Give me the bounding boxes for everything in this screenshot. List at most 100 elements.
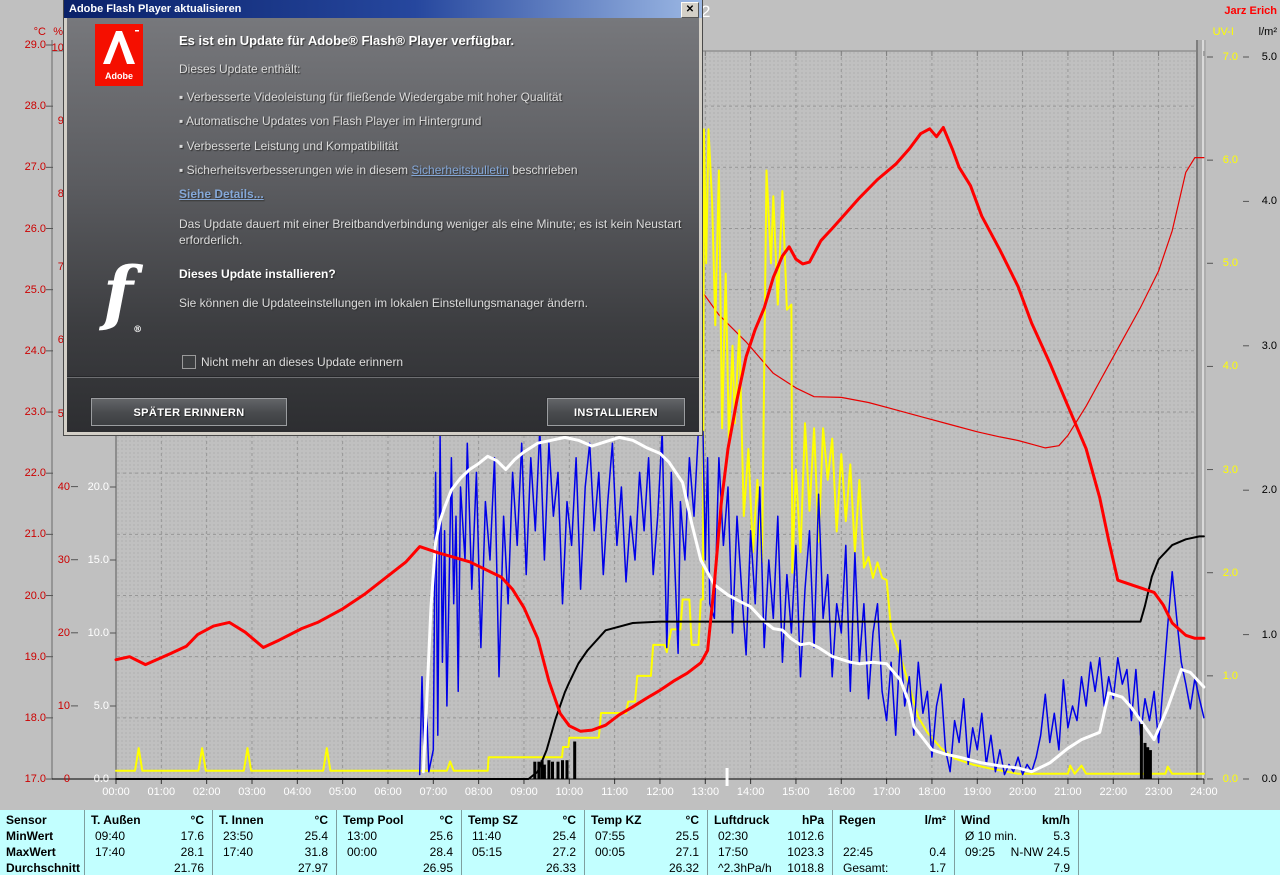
axis-tick-label: 18.0 [24, 711, 46, 724]
table-cell-row: ^2.3hPa/h 1018.8 [718, 861, 824, 875]
axis-tick-label: 28.0 [24, 100, 46, 113]
rain-rate-bar [1139, 724, 1143, 779]
axis-tick-label: 1.0 [1261, 628, 1277, 641]
rain-rate-bar [573, 741, 577, 779]
install-button[interactable]: INSTALLIEREN [547, 398, 685, 426]
axis-tick-label: 19.0 [24, 650, 46, 663]
table-cell-row: 11:40 25.4 [472, 829, 576, 843]
close-icon[interactable]: ✕ [681, 2, 699, 18]
see-details-link[interactable]: Siehe Details... [179, 187, 264, 201]
axis-unit-uv: UV-I [1212, 26, 1234, 38]
plot-right-groove [1196, 40, 1206, 780]
x-axis-tick-label: 19:00 [963, 786, 992, 798]
axis-tick-label: 10 [57, 699, 70, 712]
x-axis-tick-label: 00:00 [102, 786, 130, 798]
axis-tick-label: 5.0 [93, 700, 109, 712]
axis-unit-percent: % [53, 26, 63, 38]
x-axis-tick-label: 16:00 [827, 786, 856, 798]
table-cell-row: 00:00 28.4 [347, 845, 453, 859]
x-axis-tick-label: 05:00 [328, 786, 357, 798]
table-column-header: Wind km/h [961, 813, 1070, 827]
rain-rate-bar [551, 761, 554, 779]
axis-tick-label: 20.0 [87, 481, 109, 493]
axis-tick-label: 20.0 [24, 589, 46, 602]
x-axis-tick-label: 18:00 [918, 786, 946, 798]
axis-tick-label: 4.0 [1222, 360, 1238, 373]
table-cell-row: 05:15 27.2 [472, 845, 576, 859]
x-axis-tick-label: 03:00 [238, 786, 266, 798]
x-axis-tick-label: 24:00 [1190, 786, 1218, 798]
axis-tick-label: 27.0 [24, 161, 46, 174]
blue-line [418, 427, 1205, 776]
axis-tick-label: 40 [57, 480, 70, 493]
rain-rate-bar [565, 760, 569, 779]
axis-tick-label: 24.0 [24, 344, 46, 357]
rain-rate-bar [1143, 742, 1147, 779]
table-column-header: Regen l/m² [839, 813, 946, 827]
table-column-temp-kz: Temp KZ °C 07:55 25.5 00:05 27.1 26.32 [584, 810, 707, 876]
security-bulletin-link[interactable]: Sicherheitsbulletin [411, 163, 509, 177]
table-column-header: T. Innen °C [219, 813, 328, 827]
table-row-label: Durchschnitt [6, 861, 81, 875]
table-cell-row: 26.33 [545, 861, 576, 875]
table-column-temp-pool: Temp Pool °C 13:00 25.6 00:00 28.4 26.95 [336, 810, 461, 876]
table-cell-row: 26.95 [422, 861, 453, 875]
axis-tick-label: 5.0 [1222, 257, 1238, 270]
rain-rate-bar [542, 764, 546, 779]
axis-tick-label: 15.0 [87, 554, 109, 566]
black-rain-sum-line [115, 535, 1205, 780]
axis-tick-label: 3.0 [1261, 339, 1277, 352]
axis-tick-label: 23.0 [24, 406, 46, 419]
table-cell-row: 23:50 25.4 [223, 829, 328, 843]
checkbox-label: Nicht mehr an dieses Update erinnern [201, 355, 404, 369]
axis-tick-label: 0 [63, 773, 70, 785]
axis-tick-label: 0.0 [1222, 772, 1238, 785]
axis-tick-label: 5.0 [1261, 51, 1277, 63]
axis-tick-label: 20 [57, 626, 70, 639]
axis-tick-label: 29.0 [24, 39, 46, 51]
yellow-uv-line [115, 128, 1205, 775]
x-axis-tick-label: 06:00 [374, 786, 402, 798]
white-line [421, 435, 1206, 774]
axis-tick-label: 30 [57, 553, 70, 566]
bullet-item: ▪ Verbesserte Videoleistung für fließend… [179, 90, 562, 104]
table-row-labels: Sensor MinWert MaxWert Durchschnitt [0, 810, 84, 876]
flash-update-dialog: Adobe Flash Player aktualisieren ✕ Adobe… [64, 0, 702, 435]
table-cell-row: 17:40 31.8 [223, 845, 328, 859]
dialog-titlebar[interactable]: Adobe Flash Player aktualisieren ✕ [64, 0, 702, 18]
axis-tick-label: 7.0 [1222, 51, 1238, 63]
red-thin-line [702, 157, 1205, 449]
table-cell-row: 00:05 27.1 [595, 845, 699, 859]
x-axis-tick-label: 21:00 [1054, 786, 1082, 798]
rain-rate-bar [547, 760, 551, 779]
table-cell-row: 26.32 [668, 861, 699, 875]
axis-tick-label: 25.0 [24, 283, 46, 296]
x-axis-tick-label: 09:00 [510, 786, 538, 798]
axis-unit-celsius: °C [33, 26, 46, 38]
table-column-header: Luftdruck hPa [714, 813, 824, 827]
table-column-header: Temp SZ °C [468, 813, 576, 827]
axis-tick-label: 26.0 [24, 222, 46, 235]
rain-rate-bar [1148, 750, 1152, 779]
x-axis-tick-label: 04:00 [283, 786, 312, 798]
remind-later-button[interactable]: SPÄTER ERINNERN [91, 398, 287, 426]
table-column-t-innen: T. Innen °C 23:50 25.4 17:40 31.8 27.97 [212, 810, 336, 876]
bullet-item-security: ▪ Sicherheitsverbesserungen wie in diese… [179, 163, 578, 177]
x-axis-tick-label: 17:00 [872, 786, 901, 798]
table-column-wind: Wind km/h Ø 10 min. 5.3 09:25 N-NW 24.5 7.9 [954, 810, 1078, 876]
rain-rate-bar [537, 761, 541, 779]
table-column-t-au-en: T. Außen °C 09:40 17.6 17:40 28.1 21.76 [84, 810, 212, 876]
sensor-statistics-table: Sensor MinWert MaxWert Durchschnitt T. Außen… [0, 810, 1280, 876]
axis-tick-label: 6.0 [1222, 154, 1238, 167]
dialog-intro: Dieses Update enthält: [179, 62, 301, 76]
x-axis-tick-label: 02:00 [192, 786, 221, 798]
rain-rate-bar [561, 760, 564, 779]
axis-tick-label: 10.0 [87, 627, 109, 639]
chart-header-fragment: 2 [701, 2, 711, 21]
dialog-heading: Es ist ein Update für Adobe® Flash® Play… [179, 33, 515, 48]
table-cell-row: Gesamt: 1.7 [843, 861, 946, 875]
x-axis-tick-label: 20:00 [1008, 786, 1037, 798]
dont-remind-checkbox[interactable] [182, 355, 196, 369]
table-column-header: Temp Pool °C [343, 813, 453, 827]
axis-tick-label: 0.0 [93, 773, 109, 785]
